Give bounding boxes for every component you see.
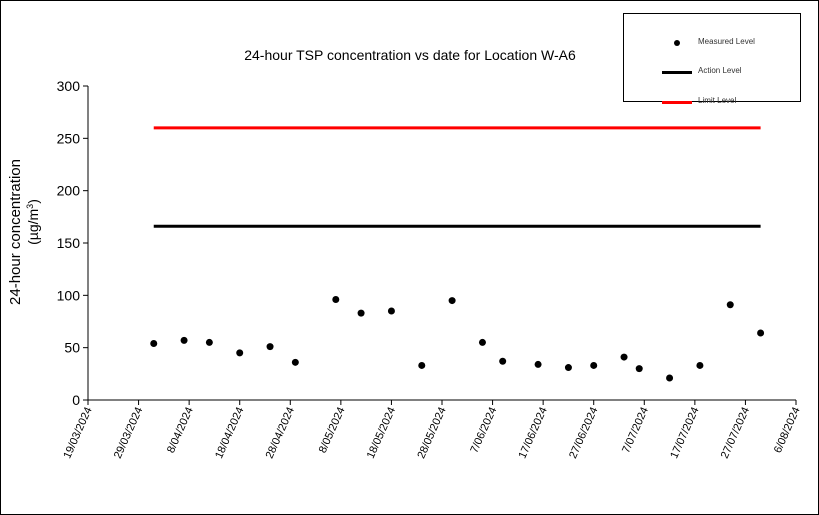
data-point bbox=[180, 336, 188, 344]
data-point bbox=[236, 349, 244, 357]
data-point bbox=[150, 339, 158, 347]
data-point bbox=[757, 329, 765, 337]
data-point bbox=[534, 360, 542, 368]
data-point bbox=[266, 343, 274, 351]
y-tick-label: 100 bbox=[57, 287, 81, 303]
measured-points bbox=[150, 296, 765, 382]
data-point bbox=[332, 296, 340, 304]
x-tick-label: 27/07/2024 bbox=[719, 405, 752, 460]
legend-label-measured: Measured Level bbox=[698, 37, 755, 46]
y-axis-label-unit-sup: 3 bbox=[25, 204, 35, 209]
data-point bbox=[635, 365, 643, 373]
y-axis-label-unit-close: ) bbox=[25, 199, 41, 204]
legend-item-limit: Limit Level bbox=[624, 95, 800, 109]
x-tick-label: 17/07/2024 bbox=[668, 405, 701, 460]
x-tick-label: 28/04/2024 bbox=[264, 405, 297, 460]
x-tick-label: 17/06/2024 bbox=[517, 405, 550, 460]
legend-item-action: Action Level bbox=[624, 65, 800, 79]
x-tick-label: 18/04/2024 bbox=[213, 405, 246, 460]
y-axis-label: 24-hour concentration (µg/m3) bbox=[7, 159, 41, 305]
x-tick-label: 18/05/2024 bbox=[365, 405, 398, 460]
y-axis-label-line2: (µg/m3) bbox=[25, 199, 41, 245]
x-tick-label: 7/06/2024 bbox=[468, 405, 499, 455]
data-point bbox=[418, 361, 426, 369]
data-point bbox=[499, 357, 507, 365]
x-tick-label: 28/05/2024 bbox=[415, 405, 448, 460]
legend-line-limit bbox=[662, 101, 692, 104]
x-tick-label: 19/03/2024 bbox=[61, 405, 94, 460]
y-tick-label: 50 bbox=[64, 340, 80, 356]
y-tick-label: 250 bbox=[57, 130, 81, 146]
data-point bbox=[448, 297, 456, 305]
x-tick-label: 7/07/2024 bbox=[620, 405, 651, 455]
axes bbox=[87, 86, 796, 401]
data-point bbox=[696, 361, 704, 369]
x-tick-label: 6/08/2024 bbox=[772, 405, 803, 455]
data-point bbox=[590, 361, 598, 369]
reference-lines bbox=[153, 126, 761, 228]
y-axis-label-line1: 24-hour concentration bbox=[7, 159, 24, 305]
legend-item-measured: Measured Level bbox=[624, 36, 800, 50]
chart-title: 24-hour TSP concentration vs date for Lo… bbox=[244, 47, 576, 63]
data-point bbox=[291, 358, 299, 366]
data-point bbox=[387, 307, 395, 315]
data-point bbox=[205, 338, 213, 346]
y-tick-label: 200 bbox=[57, 183, 81, 199]
legend-marker-measured bbox=[674, 40, 680, 46]
y-tick-label: 300 bbox=[57, 78, 81, 94]
data-point bbox=[478, 338, 486, 346]
data-point bbox=[666, 374, 674, 382]
y-tick-label: 0 bbox=[72, 392, 80, 408]
legend: Measured Level Action Level Limit Level bbox=[623, 13, 801, 105]
y-axis-label-unit: (µg/m bbox=[25, 209, 41, 245]
y-tick-label: 150 bbox=[57, 235, 81, 251]
legend-line-action bbox=[662, 71, 692, 74]
x-tick-label: 29/03/2024 bbox=[112, 405, 145, 460]
x-tick-label: 8/05/2024 bbox=[317, 405, 348, 455]
data-point bbox=[564, 364, 572, 372]
data-point bbox=[620, 353, 628, 361]
x-axis-ticks: 19/03/2024 29/03/2024 8/04/2024 18/04/2024 2… bbox=[61, 400, 803, 461]
legend-label-limit: Limit Level bbox=[698, 96, 737, 105]
x-tick-label: 8/04/2024 bbox=[165, 405, 196, 455]
y-axis-ticks: 0 50 100 150 200 250 300 bbox=[57, 78, 88, 408]
legend-label-action: Action Level bbox=[698, 66, 742, 75]
data-point bbox=[726, 301, 734, 309]
x-tick-label: 27/06/2024 bbox=[567, 405, 600, 460]
data-point bbox=[357, 309, 365, 317]
